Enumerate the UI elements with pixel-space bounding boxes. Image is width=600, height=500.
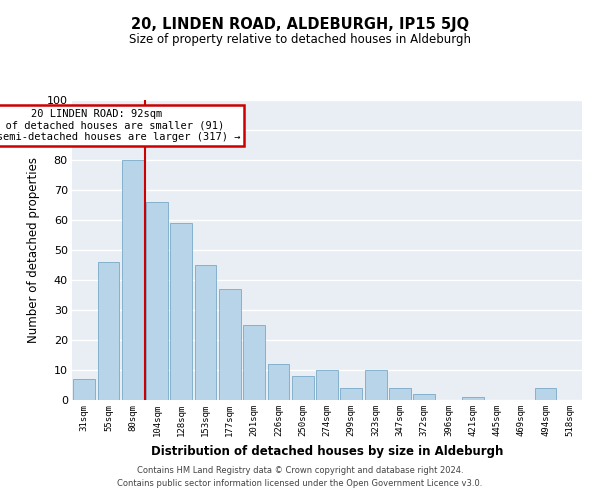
Bar: [535, 388, 556, 400]
Bar: [413, 394, 435, 400]
Bar: [170, 223, 192, 400]
Bar: [122, 160, 143, 400]
Bar: [316, 370, 338, 400]
Bar: [243, 325, 265, 400]
X-axis label: Distribution of detached houses by size in Aldeburgh: Distribution of detached houses by size …: [151, 445, 503, 458]
Bar: [292, 376, 314, 400]
Text: Contains HM Land Registry data © Crown copyright and database right 2024.
Contai: Contains HM Land Registry data © Crown c…: [118, 466, 482, 487]
Bar: [268, 364, 289, 400]
Text: Size of property relative to detached houses in Aldeburgh: Size of property relative to detached ho…: [129, 32, 471, 46]
Bar: [340, 388, 362, 400]
Y-axis label: Number of detached properties: Number of detached properties: [27, 157, 40, 343]
Bar: [146, 202, 168, 400]
Bar: [462, 397, 484, 400]
Text: 20, LINDEN ROAD, ALDEBURGH, IP15 5JQ: 20, LINDEN ROAD, ALDEBURGH, IP15 5JQ: [131, 18, 469, 32]
Bar: [194, 265, 217, 400]
Bar: [389, 388, 411, 400]
Bar: [365, 370, 386, 400]
Bar: [219, 289, 241, 400]
Text: 20 LINDEN ROAD: 92sqm
← 22% of detached houses are smaller (91)
77% of semi-deta: 20 LINDEN ROAD: 92sqm ← 22% of detached …: [0, 109, 240, 142]
Bar: [73, 379, 95, 400]
Bar: [97, 262, 119, 400]
